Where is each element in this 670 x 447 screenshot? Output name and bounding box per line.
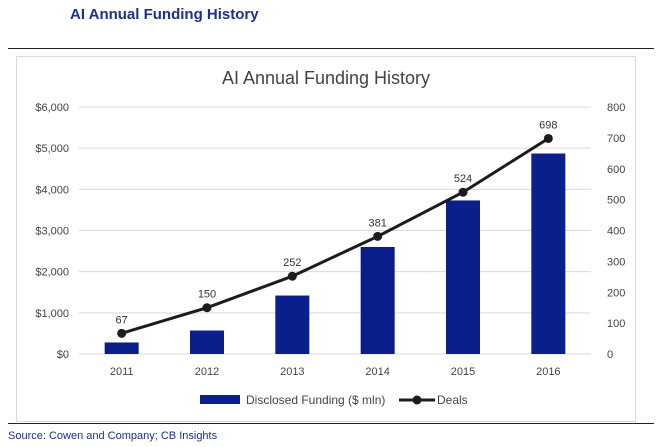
line-series: 67 150 252 381 524 698 [116, 119, 558, 338]
top-divider [8, 48, 654, 49]
legend-label-funding: Disclosed Funding ($ mln) [246, 393, 385, 407]
deals-data-label: 67 [116, 314, 128, 326]
right-tick-label: 0 [607, 349, 613, 361]
x-tick-label: 2014 [365, 366, 389, 378]
deals-point [543, 133, 553, 143]
bar [104, 342, 139, 354]
deals-data-label: 698 [539, 119, 557, 131]
left-tick-label: $4,000 [35, 184, 69, 196]
x-tick-label: 2012 [195, 366, 219, 378]
deals-point [373, 231, 383, 241]
deals-data-label: 150 [198, 289, 216, 301]
bar [360, 246, 395, 354]
left-tick-label: $1,000 [35, 308, 69, 320]
legend-swatch-funding [200, 395, 240, 404]
x-axis: 2011 2012 2013 2014 2015 2016 [110, 366, 561, 378]
left-tick-label: $5,000 [35, 143, 69, 155]
deals-point [202, 303, 212, 313]
deals-line [121, 137, 550, 335]
deals-data-label: 524 [454, 173, 472, 185]
right-tick-label: 100 [607, 318, 625, 330]
legend-label-deals: Deals [437, 393, 468, 407]
bar-series [104, 153, 566, 354]
funding-chart: AI Annual Funding History 67 150 252 381 524… [35, 68, 625, 407]
left-tick-label: $0 [57, 349, 69, 361]
legend-swatch-deals-marker [412, 395, 422, 405]
source-note: Source: Cowen and Company; CB Insights [8, 430, 218, 442]
left-tick-label: $6,000 [35, 102, 69, 114]
x-tick-label: 2016 [536, 366, 560, 378]
right-axis: 0 100 200 300 400 500 600 700 800 [607, 102, 625, 361]
deals-data-label: 381 [368, 217, 386, 229]
right-tick-label: 500 [607, 195, 625, 207]
deals-data-label: 252 [283, 257, 301, 269]
right-tick-label: 800 [607, 102, 625, 114]
deals-point [117, 328, 127, 338]
bottom-divider [8, 423, 654, 424]
left-tick-label: $2,000 [35, 267, 69, 279]
left-tick-label: $3,000 [35, 226, 69, 238]
page-heading: AI Annual Funding History [70, 6, 259, 23]
bar [531, 153, 566, 354]
gridlines [79, 106, 591, 355]
bar [190, 330, 224, 354]
legend: Disclosed Funding ($ mln) Deals [200, 393, 468, 407]
bar [275, 295, 310, 354]
x-tick-label: 2013 [280, 366, 304, 378]
left-axis: $0 $1,000 $2,000 $3,000 $4,000 $5,000 $6,000 [35, 102, 69, 361]
bar [446, 200, 480, 354]
chart-frame: AI Annual Funding History 67 150 252 381 524… [16, 56, 636, 422]
right-tick-label: 400 [607, 226, 625, 238]
right-tick-label: 300 [607, 256, 625, 268]
right-tick-label: 200 [607, 287, 625, 299]
x-tick-label: 2015 [451, 366, 475, 378]
deals-point [287, 271, 297, 281]
chart-title: AI Annual Funding History [222, 68, 430, 88]
x-tick-label: 2011 [110, 366, 134, 378]
deals-point [458, 187, 468, 197]
right-tick-label: 700 [607, 133, 625, 145]
right-tick-label: 600 [607, 164, 625, 176]
